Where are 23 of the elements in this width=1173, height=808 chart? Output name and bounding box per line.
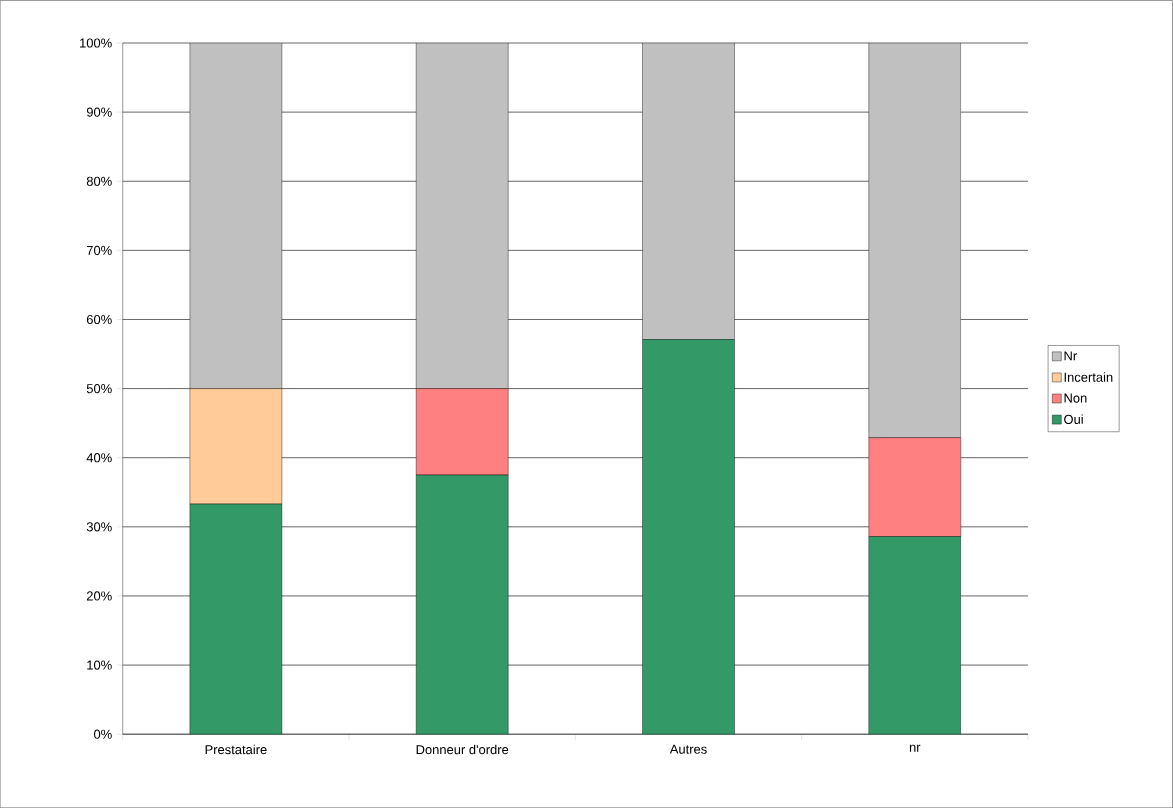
bar: [642, 339, 735, 735]
y-tick-label: 20%: [86, 591, 112, 601]
x-tick-label: Donneur d'ordre: [416, 744, 509, 755]
x-tick-label: nr: [909, 744, 921, 752]
y-tick-label: 40%: [86, 453, 112, 463]
legend-label: Nr: [1064, 351, 1077, 361]
y-tick-label: 10%: [87, 660, 112, 670]
bar: [415, 474, 509, 735]
y-tick-label: 80%: [86, 176, 112, 186]
bar: [868, 536, 962, 735]
legend-label: Oui: [1064, 414, 1083, 424]
x-tick-label: Autres: [669, 744, 707, 754]
legend-label: Incertain: [1064, 372, 1113, 382]
y-tick-label: 90%: [86, 107, 112, 117]
y-tick-label: 70%: [86, 245, 112, 255]
y-tick-label: 60%: [86, 314, 112, 325]
y-tick-label: 30%: [86, 522, 112, 532]
legend-label: Non: [1064, 393, 1087, 403]
y-tick-label: 50%: [86, 384, 112, 394]
y-tick-label: 100%: [80, 38, 112, 48]
x-tick-label: Prestataire: [205, 744, 267, 755]
bar: [189, 503, 283, 735]
y-tick-label: 0%: [93, 729, 112, 739]
